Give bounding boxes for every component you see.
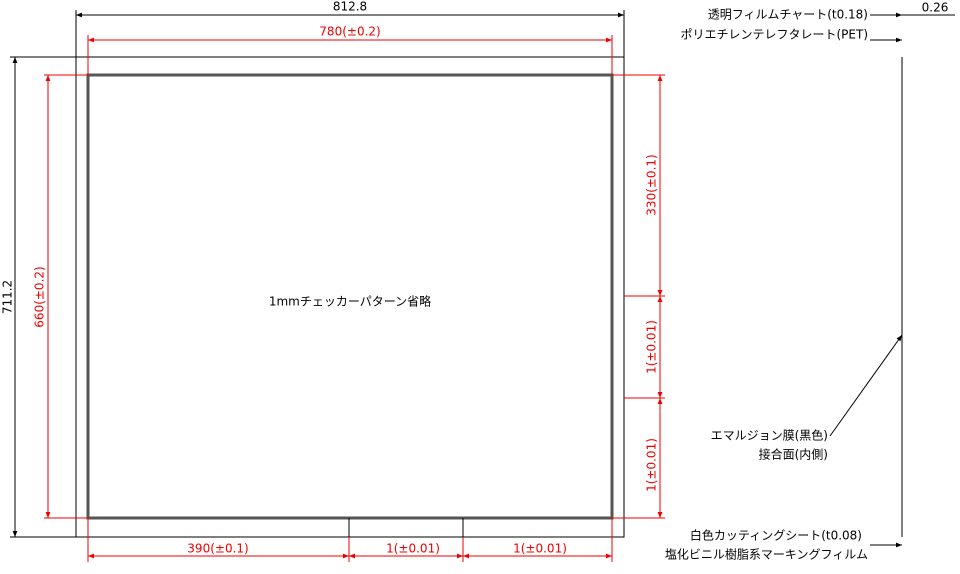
dimension-label: 780(±0.2) bbox=[319, 25, 380, 39]
dimension-label: 330(±0.1) bbox=[645, 154, 659, 215]
layer-label: 塩化ビニル樹脂系マーキングフィルム bbox=[665, 547, 868, 562]
inner-frame bbox=[86, 73, 614, 520]
dimension-label: 812.8 bbox=[333, 0, 367, 14]
layer-label: ポリエチレンテレフタレート(PET) bbox=[680, 28, 868, 42]
black-dimension-lines bbox=[10, 10, 955, 548]
layer-label: エマルジョン膜(黒色) bbox=[711, 429, 828, 443]
dimension-label: 1(±0.01) bbox=[513, 542, 567, 556]
dimension-label: 0.26 bbox=[922, 1, 949, 15]
dimension-label: 1(±0.01) bbox=[645, 438, 659, 492]
red-dimension-lines bbox=[44, 35, 665, 562]
dimension-label: 390(±0.1) bbox=[187, 542, 248, 556]
layer-label: 透明フィルムチャート(t0.18) bbox=[708, 8, 868, 22]
layer-label: 白色カッティングシート(t0.08) bbox=[690, 528, 862, 543]
dimension-label: 1(±0.01) bbox=[386, 542, 440, 556]
dimension-label: 711.2 bbox=[1, 280, 15, 314]
dimension-label: 660(±0.2) bbox=[33, 266, 47, 327]
center-note: 1mmチェッカーパターン省略 bbox=[269, 294, 431, 309]
outer-frame bbox=[75, 56, 625, 538]
layer-label: 接合面(内側) bbox=[759, 447, 828, 462]
dimension-label: 1(±0.01) bbox=[645, 320, 659, 374]
